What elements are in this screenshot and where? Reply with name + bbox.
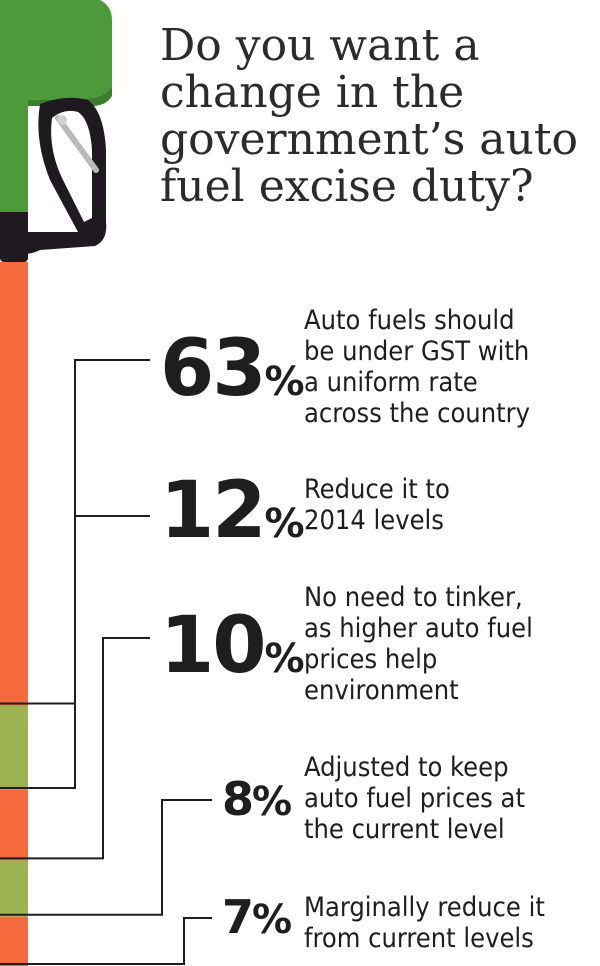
label-line: auto fuel prices at (304, 783, 525, 814)
label-line: No need to tinker, (304, 582, 523, 613)
label-line: as higher auto fuel (304, 613, 533, 644)
value-number: 7 (222, 890, 254, 944)
title-line: Do you want a (160, 20, 480, 71)
label-line: environment (304, 675, 459, 706)
connector-line (0, 637, 150, 860)
title-line: change in the (160, 67, 465, 118)
value-label: 7% (222, 894, 292, 940)
label-line: the current level (304, 814, 505, 845)
stacked-bar (0, 262, 28, 966)
category-label: No need to tinker, as higher auto fuel p… (304, 582, 596, 706)
value-label: 10% (160, 607, 305, 685)
connector-lines (0, 359, 212, 965)
value-label: 8% (222, 776, 292, 822)
connector-line (0, 515, 150, 789)
label-line: 2014 levels (304, 505, 444, 536)
label-line: Reduce it to (304, 474, 450, 505)
connector-line (0, 799, 212, 916)
bar-segment (0, 262, 28, 706)
nozzle-grip-gap (51, 110, 92, 222)
pump-body (0, 0, 112, 212)
label-line: Adjusted to keep (304, 752, 509, 783)
hose-base (0, 212, 28, 262)
category-label: Auto fuels should be under GST with a un… (304, 305, 596, 429)
nozzle-lever (55, 115, 99, 173)
bar-segment (0, 705, 28, 790)
title-line: fuel excise duty? (160, 161, 534, 212)
bar-segment (0, 790, 28, 861)
category-label: Adjusted to keep auto fuel prices at the… (304, 752, 596, 845)
percent-sign: % (264, 636, 305, 682)
percent-sign: % (252, 897, 293, 943)
value-number: 12 (160, 466, 267, 556)
value-label: 12% (160, 472, 305, 550)
label-line: a uniform rate (304, 367, 478, 398)
value-number: 8 (222, 772, 254, 826)
value-label: 63% (160, 330, 305, 408)
bar-segment (0, 860, 28, 917)
label-line: from current levels (304, 923, 534, 954)
percent-sign: % (264, 359, 305, 405)
label-line: be under GST with (304, 336, 530, 367)
category-label: Reduce it to 2014 levels (304, 474, 596, 536)
percent-sign: % (252, 779, 293, 825)
bar-segment (0, 916, 28, 966)
value-number: 10 (160, 601, 267, 691)
label-line: across the country (304, 398, 530, 429)
percent-sign: % (264, 501, 305, 547)
chart-title: Do you want a change in the government’s… (160, 22, 590, 210)
label-line: prices help (304, 644, 438, 675)
connector-line (0, 917, 212, 965)
category-label: Marginally reduce it from current levels (304, 892, 596, 954)
label-line: Auto fuels should (304, 305, 515, 336)
title-line: government’s auto (160, 114, 578, 165)
nozzle-pin (57, 115, 67, 125)
value-number: 63 (160, 324, 267, 414)
label-line: Marginally reduce it (304, 892, 545, 923)
